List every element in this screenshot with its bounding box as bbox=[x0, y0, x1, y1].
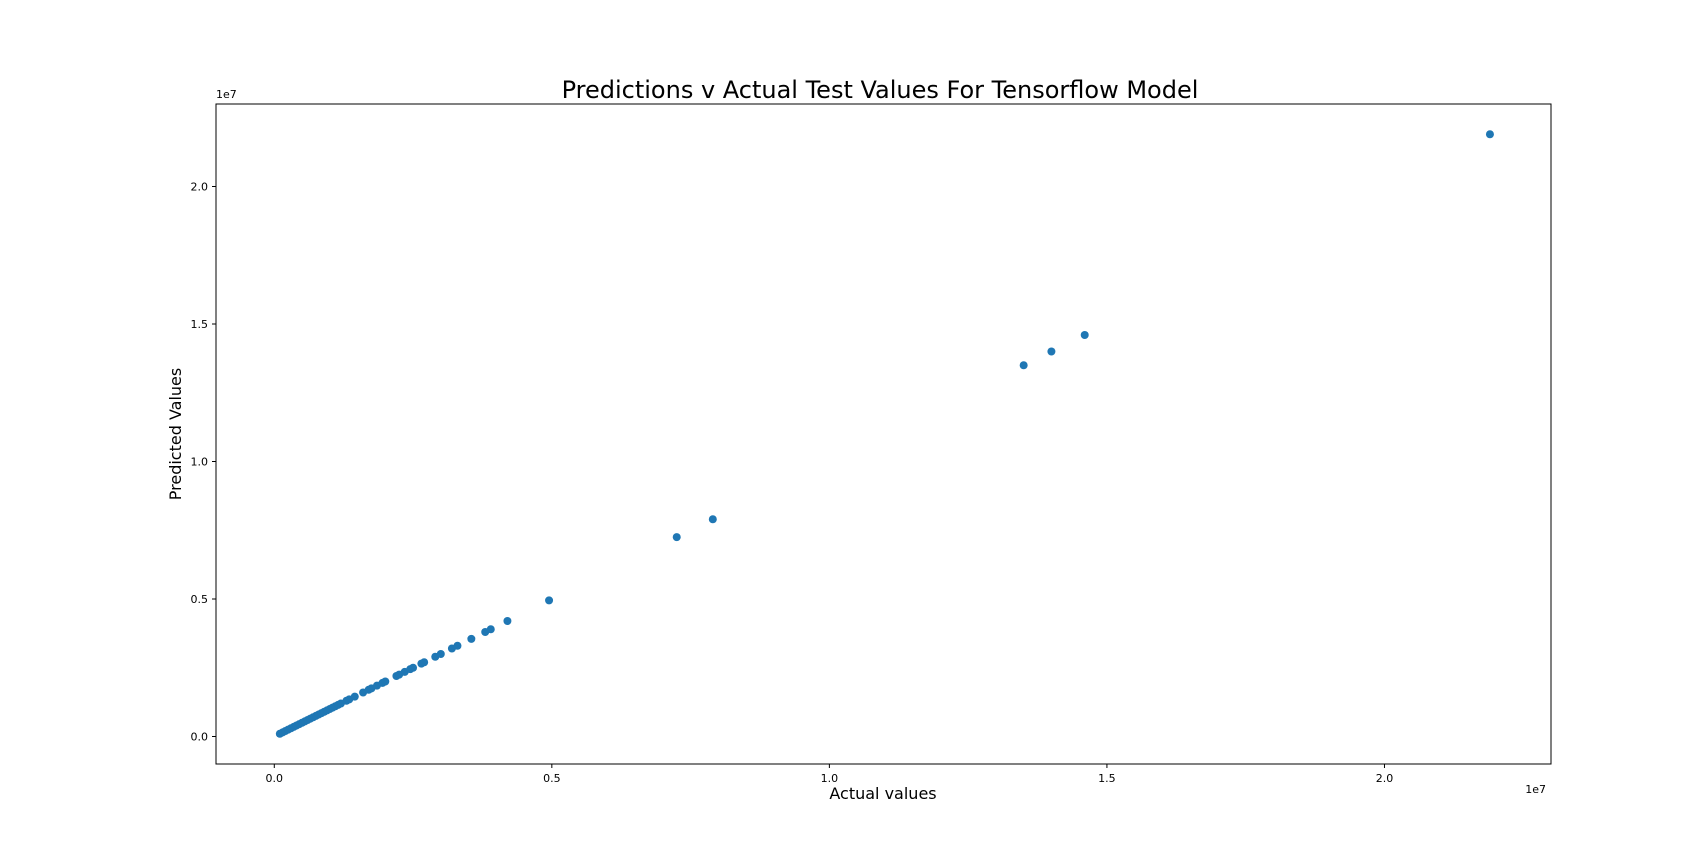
x-tick-label: 2.0 bbox=[1376, 772, 1394, 785]
x-tick-label: 1.0 bbox=[821, 772, 839, 785]
y-offset-label: 1e7 bbox=[216, 88, 237, 101]
data-point bbox=[672, 533, 681, 542]
data-points bbox=[275, 130, 1494, 738]
data-point bbox=[1047, 347, 1056, 356]
y-tick-label: 0.5 bbox=[191, 593, 209, 606]
y-tick-label: 1.5 bbox=[191, 318, 209, 331]
data-point bbox=[420, 658, 429, 667]
x-axis-label: Actual values bbox=[829, 784, 936, 803]
y-axis: 0.0 0.5 1.0 1.5 2.0 bbox=[191, 181, 216, 744]
plot-frame bbox=[215, 103, 1552, 765]
data-point bbox=[467, 634, 476, 643]
data-point bbox=[409, 663, 418, 672]
data-point bbox=[436, 650, 445, 658]
data-point bbox=[486, 625, 495, 634]
data-point bbox=[453, 641, 462, 650]
data-point bbox=[1019, 361, 1028, 370]
data-point bbox=[1485, 130, 1494, 139]
y-tick-label: 2.0 bbox=[191, 181, 209, 194]
chart-title: Predictions v Actual Test Values For Ten… bbox=[562, 76, 1199, 104]
x-offset-label: 1e7 bbox=[1525, 783, 1546, 796]
data-point bbox=[381, 677, 390, 686]
y-axis-label: Predicted Values bbox=[166, 368, 185, 500]
y-tick-label: 1.0 bbox=[191, 456, 209, 469]
x-tick-label: 1.5 bbox=[1098, 772, 1116, 785]
x-tick-label: 0.0 bbox=[266, 772, 284, 785]
data-point bbox=[708, 515, 717, 524]
x-axis: 0.0 0.5 1.0 1.5 2.0 bbox=[266, 764, 1394, 785]
data-point bbox=[545, 596, 554, 605]
data-point bbox=[350, 692, 359, 701]
y-tick-label: 0.0 bbox=[191, 731, 209, 744]
x-tick-label: 0.5 bbox=[543, 772, 561, 785]
data-point bbox=[1080, 331, 1089, 339]
data-point bbox=[503, 617, 512, 625]
